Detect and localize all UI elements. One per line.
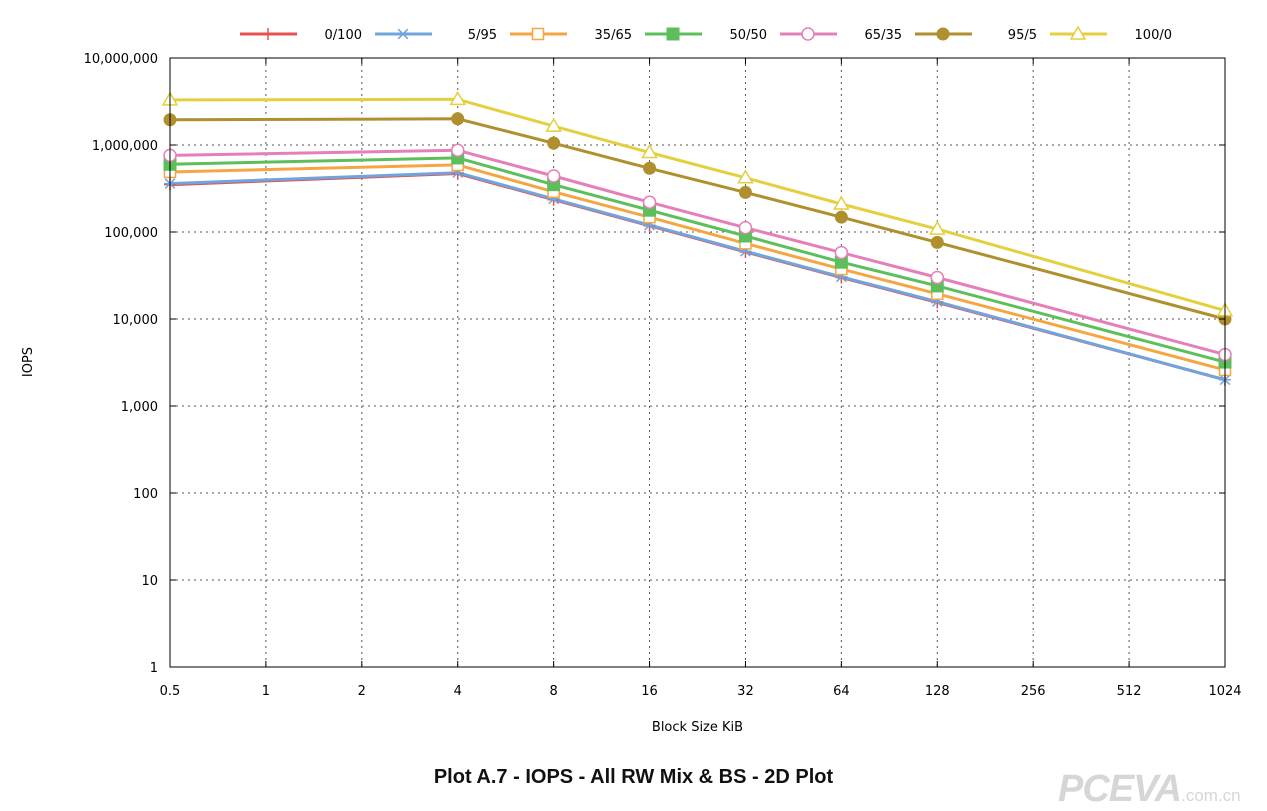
y-tick-label: 100 xyxy=(133,487,158,502)
legend-marker-50-50 xyxy=(666,27,680,41)
x-tick-label: 16 xyxy=(641,684,658,699)
legend-marker-65-35 xyxy=(801,27,815,41)
chart-caption: Plot A.7 - IOPS - All RW Mix & BS - 2D P… xyxy=(433,766,834,788)
data-point-100-0 xyxy=(449,90,467,106)
data-point-95-5 xyxy=(930,235,944,249)
data-point-65-35 xyxy=(642,195,657,209)
x-axis-ticks: 0.5 1 2 4 8 16 32 64 128 256 512 1024 xyxy=(160,58,1242,699)
data-point-100-0 xyxy=(833,195,850,210)
series-markers xyxy=(161,90,1234,386)
legend-label-35-65: 35/65 xyxy=(595,28,632,43)
x-tick-label: 256 xyxy=(1021,684,1046,699)
data-point-100-0 xyxy=(928,220,946,235)
x-tick-label: 2 xyxy=(358,684,366,699)
legend-label-5-95: 5/95 xyxy=(468,28,497,43)
x-tick-label: 0.5 xyxy=(160,684,181,699)
y-tick-label: 100,000 xyxy=(104,226,158,241)
series-line-95-5 xyxy=(169,117,1226,321)
y-tick-label: 1,000,000 xyxy=(92,139,158,154)
legend-marker-100-0 xyxy=(1069,25,1087,40)
legend-marker-5-95 xyxy=(397,28,409,40)
legend-marker-0-100 xyxy=(262,28,274,40)
y-tick-label: 10 xyxy=(141,574,158,589)
data-point-65-35 xyxy=(834,245,849,260)
x-tick-label: 8 xyxy=(549,684,557,699)
site-watermark: PCEVA.com.cn xyxy=(1058,768,1263,810)
y-tick-label: 1,000 xyxy=(121,400,158,415)
x-tick-label: 32 xyxy=(737,684,754,699)
data-point-95-5 xyxy=(834,210,848,224)
legend-marker-35-65 xyxy=(531,27,545,41)
legend-label-95-5: 95/5 xyxy=(1008,28,1037,43)
data-point-95-5 xyxy=(738,185,752,199)
x-tick-label: 64 xyxy=(833,684,850,699)
iops-line-chart: 1 10 100 1,000 10,000 100,000 1,000,000 10,000,… xyxy=(21,25,1242,735)
data-point-95-5 xyxy=(547,136,561,150)
data-point-65-35 xyxy=(738,220,753,235)
data-point-100-0 xyxy=(545,117,562,132)
legend-label-100-0: 100/0 xyxy=(1135,28,1172,43)
plot-area-frame xyxy=(169,57,1226,668)
watermark-domain: .com.cn xyxy=(1181,786,1241,805)
x-tick-label: 128 xyxy=(925,684,950,699)
data-point-100-0 xyxy=(737,169,754,184)
legend-marker-95-5 xyxy=(936,27,950,41)
y-tick-label: 10,000,000 xyxy=(84,52,158,67)
legend-label-50-50: 50/50 xyxy=(730,28,767,43)
series-line-35-65 xyxy=(169,163,1226,372)
y-tick-label: 10,000 xyxy=(113,313,159,328)
y-axis-label: IOPS xyxy=(21,347,36,377)
series-lines xyxy=(169,97,1226,382)
x-tick-label: 1 xyxy=(262,684,270,699)
y-axis-ticks: 1 10 100 1,000 10,000 100,000 1,000,000 10,000,… xyxy=(84,52,1225,676)
data-point-65-35 xyxy=(546,169,561,183)
x-tick-label: 4 xyxy=(454,684,462,699)
legend-label-65-35: 65/35 xyxy=(865,28,902,43)
data-point-95-5 xyxy=(451,112,465,126)
series-line-100-0 xyxy=(169,97,1226,313)
x-tick-label: 1024 xyxy=(1208,684,1241,699)
series-line-5-95 xyxy=(169,171,1226,382)
data-point-95-5 xyxy=(643,161,657,175)
legend-label-0-100: 0/100 xyxy=(325,28,362,43)
data-point-100-0 xyxy=(641,144,658,159)
data-point-65-35 xyxy=(450,143,465,158)
grid xyxy=(170,58,1225,667)
data-point-65-35 xyxy=(930,270,945,285)
series-line-65-35 xyxy=(169,148,1226,357)
watermark-logo: PCEVA xyxy=(1058,768,1182,810)
x-axis-label: Block Size KiB xyxy=(652,720,743,735)
x-tick-label: 512 xyxy=(1117,684,1142,699)
legend: 0/100 5/95 35/65 50/50 65/35 95/5 100/0 xyxy=(240,25,1172,43)
y-tick-label: 1 xyxy=(150,661,158,676)
series-line-50-50 xyxy=(169,156,1226,364)
